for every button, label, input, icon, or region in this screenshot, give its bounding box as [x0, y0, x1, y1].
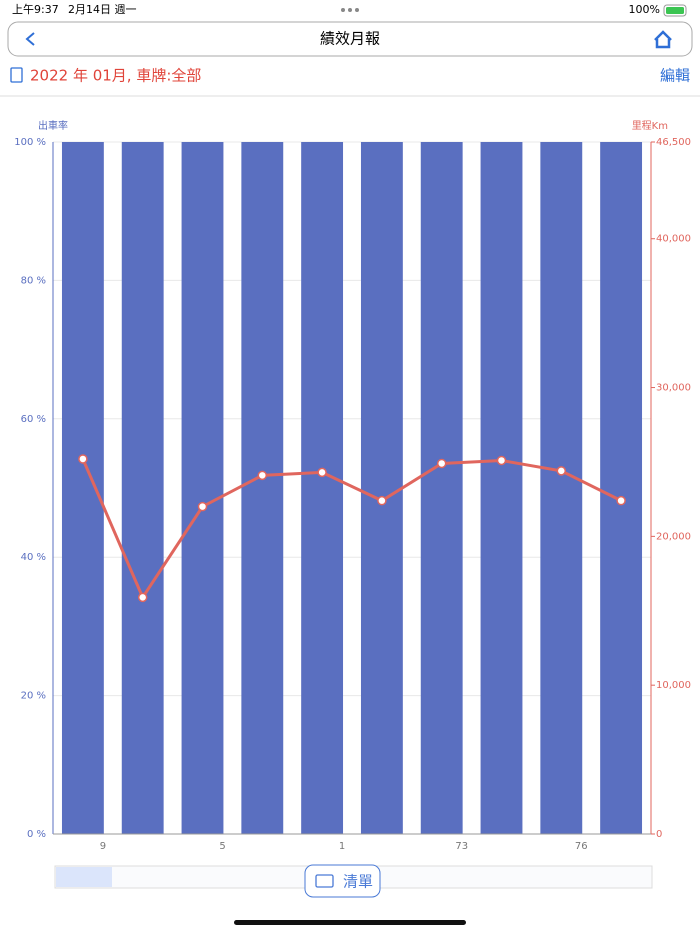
y2-tick-label: 0 [656, 829, 662, 840]
y2-tick-label: 30,000 [656, 383, 691, 394]
edit-button[interactable]: 編輯 [660, 67, 690, 85]
status-battery: 100% [629, 3, 660, 16]
status-date: 2月14日 週一 [68, 3, 137, 16]
y-tick-label: 60 % [21, 414, 46, 425]
x-tick-label: 73 [455, 841, 468, 852]
line-point [377, 495, 387, 506]
bar [181, 142, 224, 834]
multitask-dots [341, 8, 359, 12]
list-icon [315, 874, 334, 888]
line-point [556, 466, 567, 476]
y2-tick-label: 46,500 [656, 137, 691, 148]
y-axis-title: 出車率 [38, 119, 68, 132]
y2-tick-label: 10,000 [656, 680, 691, 691]
y-tick-label: 100 % [14, 137, 46, 148]
line-point [78, 454, 88, 464]
y2-axis-title: 里程Km [632, 120, 668, 132]
line-point [257, 470, 268, 481]
line-point [137, 592, 148, 603]
bar [121, 142, 164, 834]
line-point [317, 467, 327, 478]
home-button[interactable] [654, 30, 672, 49]
chart: 出車率 里程Km 0 % 20 % 40 % 60 % 80 % 100 % 0 10,000 20… [14, 119, 691, 852]
bar [61, 142, 104, 834]
back-button[interactable] [25, 32, 35, 46]
battery-level [666, 7, 684, 14]
y2-tick-label: 20,000 [656, 531, 691, 542]
bar [600, 142, 643, 834]
bar [480, 142, 523, 834]
bar [301, 142, 344, 834]
nav-bar [7, 21, 693, 57]
y-tick-label: 40 % [21, 552, 46, 563]
list-button-frame[interactable] [304, 864, 381, 898]
y-tick-label: 20 % [21, 691, 46, 702]
x-tick-label: 76 [575, 841, 588, 852]
nav-title: 績效月報 [320, 30, 380, 48]
line [81, 458, 622, 601]
y2-tick-label: 40,000 [656, 234, 691, 245]
filter-icon [10, 67, 23, 83]
filter-text[interactable]: 2022 年 01月, 車牌:全部 [30, 67, 201, 85]
list-button[interactable]: 清單 [343, 873, 373, 891]
line-point [496, 455, 507, 466]
zoom-window[interactable] [56, 867, 112, 887]
bar [540, 142, 583, 834]
x-tick-label: 5 [219, 841, 225, 852]
x-tick-label: 1 [339, 841, 345, 852]
bar [360, 142, 403, 834]
home-indicator [234, 920, 466, 925]
bar [241, 142, 284, 834]
bar [420, 142, 463, 834]
line-point [616, 495, 626, 506]
x-tick-label: 9 [100, 841, 106, 852]
status-time: 上午9:37 [12, 3, 59, 16]
battery-icon [663, 4, 687, 17]
line-point [436, 458, 447, 469]
line-point [197, 501, 208, 512]
y-tick-label: 0 % [27, 829, 46, 840]
y-tick-label: 80 % [21, 275, 46, 286]
